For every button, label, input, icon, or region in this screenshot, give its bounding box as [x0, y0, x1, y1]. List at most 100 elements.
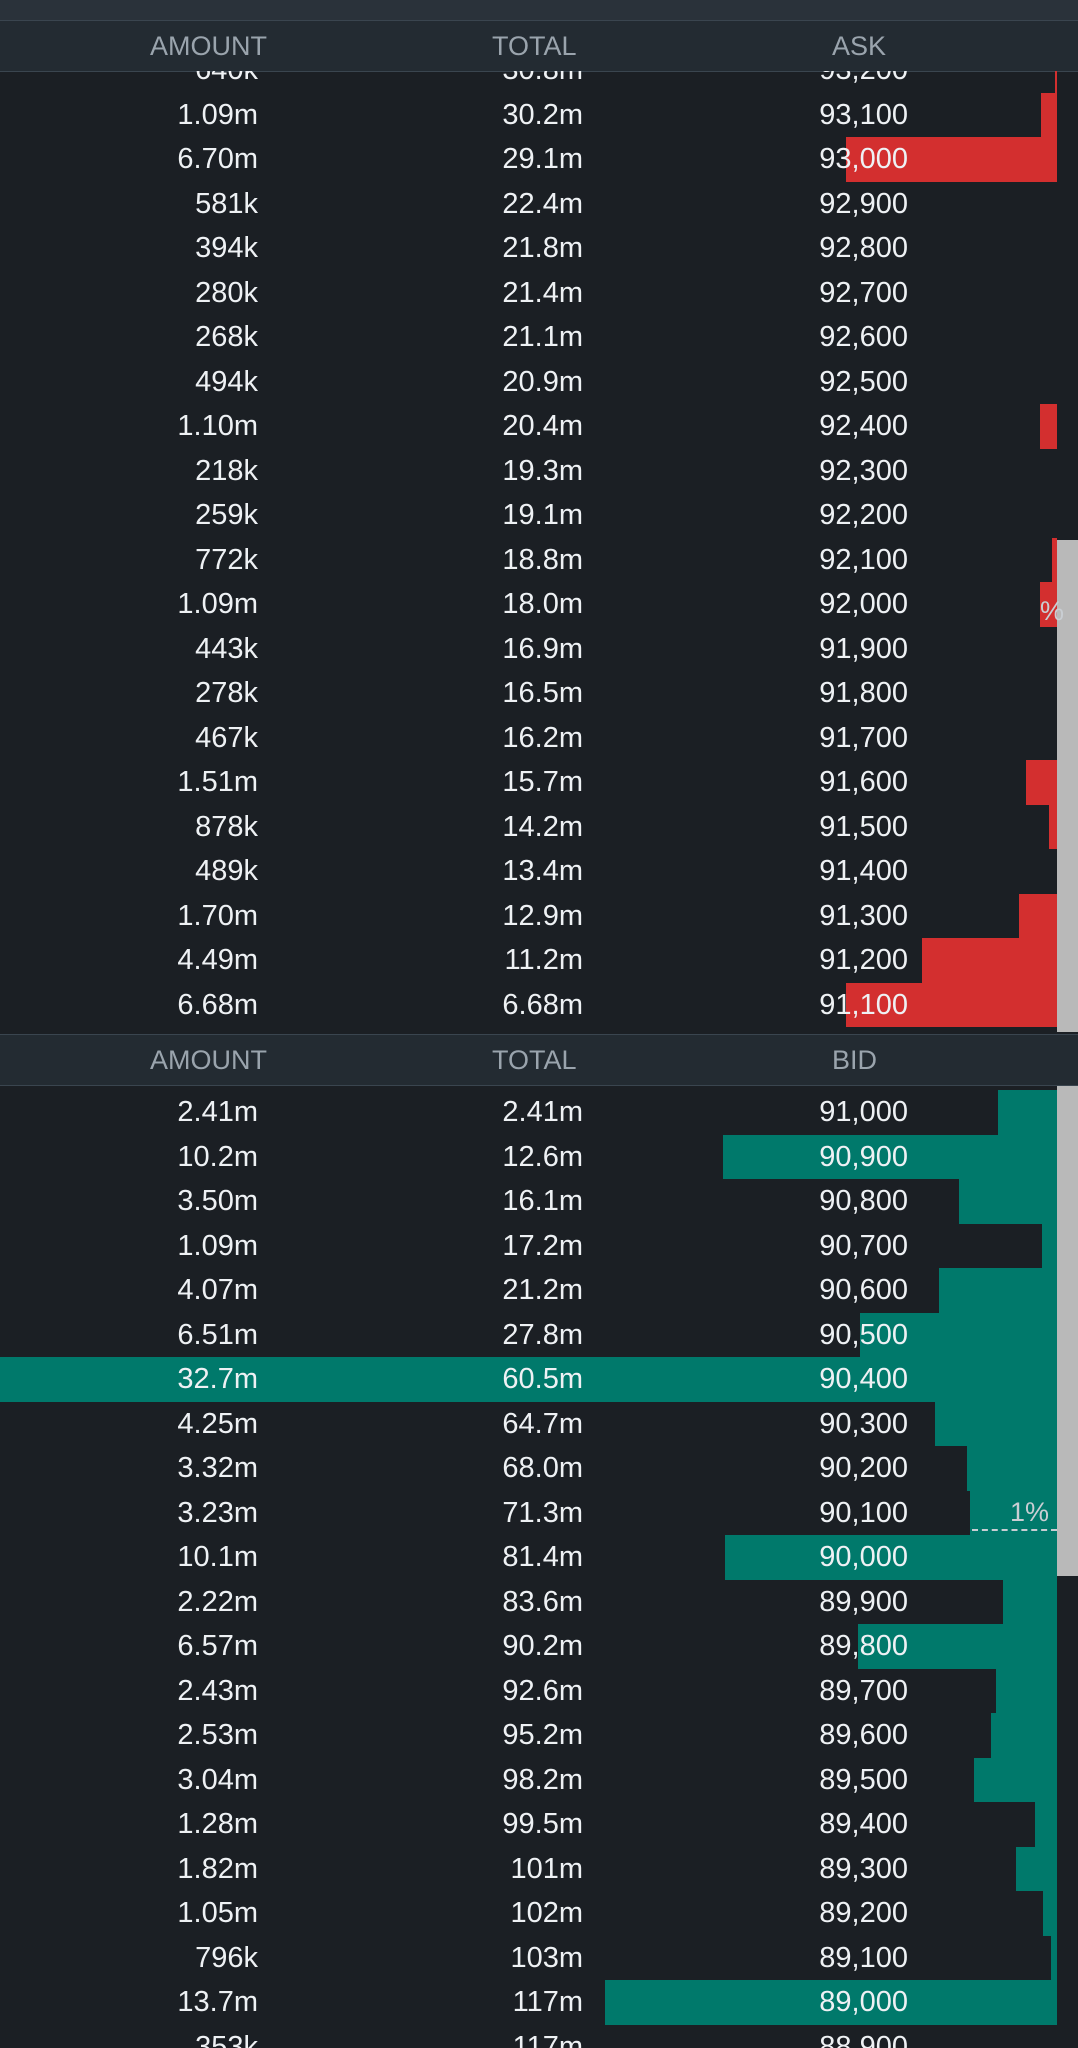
bid-depth-bar [970, 1490, 1057, 1535]
bid-price: 90,400 [819, 1363, 908, 1395]
ask-amount: 6.70m [177, 143, 258, 175]
ask-row[interactable]: 268k 21.1m 92,600 [0, 315, 1057, 360]
ask-price: 92,000 [819, 588, 908, 620]
bid-price: 90,300 [819, 1407, 908, 1440]
bid-depth-bar [1042, 1223, 1057, 1268]
bid-order-book[interactable]: 2.41m 2.41m 91,000 10.2m 12.6m 90,900 3.50m 16.… [0, 1086, 1057, 2048]
bid-row[interactable]: 1.82m 101m 89,300 [0, 1846, 1057, 1891]
ask-row[interactable]: 6.70m 29.1m 93,000 [0, 137, 1057, 182]
bid-row[interactable]: 3.04m 98.2m 89,500 [0, 1757, 1057, 1802]
bid-amount: 6.57m [177, 1630, 258, 1662]
bid-row[interactable]: 353k 117m 88,900 [0, 2025, 1057, 2048]
ask-row[interactable]: 1.70m 12.9m 91,300 [0, 893, 1057, 938]
ask-price: 92,700 [819, 276, 908, 309]
bid-total: 68.0m [502, 1452, 583, 1484]
bid-amount: 1.05m [177, 1897, 258, 1929]
bid-row[interactable]: 32.7m 60.5m 90,400 [0, 1357, 1057, 1402]
bid-amount: 3.04m [177, 1763, 258, 1796]
bid-amount: 2.41m [177, 1096, 258, 1128]
bid-row[interactable]: 2.41m 2.41m 91,000 [0, 1090, 1057, 1135]
bid-total: 102m [510, 1897, 583, 1929]
ask-total: 6.68m [502, 988, 583, 1021]
ask-amount: 268k [195, 321, 258, 353]
ask-row[interactable]: 640k 30.8m 93,200 [0, 71, 1057, 93]
ask-row[interactable]: 4.49m 11.2m 91,200 [0, 938, 1057, 983]
ask-depth-bar [1040, 582, 1057, 627]
ask-row[interactable]: 1.09m 18.0m 92,000 [0, 582, 1057, 627]
ask-scrollbar[interactable] [1057, 540, 1078, 1032]
ask-row[interactable]: 467k 16.2m 91,700 [0, 716, 1057, 761]
bid-price: 89,800 [819, 1630, 908, 1662]
ask-price: 93,000 [819, 143, 908, 175]
bid-depth-bar [0, 1357, 1057, 1402]
bid-price: 88,900 [819, 2030, 908, 2048]
ask-price: 92,200 [819, 499, 908, 531]
ask-price: 92,800 [819, 232, 908, 264]
ask-total: 22.4m [502, 187, 583, 220]
bid-depth-bar [725, 1535, 1057, 1580]
bid-row[interactable]: 1.09m 17.2m 90,700 [0, 1223, 1057, 1268]
bid-row[interactable]: 3.32m 68.0m 90,200 [0, 1446, 1057, 1491]
ask-order-book[interactable]: 640k 30.8m 93,200 1.09m 30.2m 93,100 6.70m 29.1… [0, 71, 1057, 1032]
ask-depth-bar [1054, 71, 1057, 93]
ask-row[interactable]: 1.10m 20.4m 92,400 [0, 404, 1057, 449]
ask-amount: 1.70m [177, 899, 258, 932]
ask-total: 30.8m [502, 71, 583, 93]
bid-row[interactable]: 3.50m 16.1m 90,800 [0, 1179, 1057, 1224]
bid-column-label: BID [832, 1045, 878, 1075]
ask-row[interactable]: 394k 21.8m 92,800 [0, 226, 1057, 271]
ask-depth-bar [1018, 893, 1057, 938]
bid-row[interactable]: 10.2m 12.6m 90,900 [0, 1134, 1057, 1179]
ask-total: 19.1m [502, 499, 583, 531]
ask-price: 91,200 [819, 944, 908, 976]
ask-total: 12.9m [502, 899, 583, 932]
ask-row[interactable]: 772k 18.8m 92,100 [0, 537, 1057, 582]
ask-row[interactable]: 1.51m 15.7m 91,600 [0, 760, 1057, 805]
bid-row[interactable]: 2.53m 95.2m 89,600 [0, 1713, 1057, 1758]
ask-row[interactable]: 259k 19.1m 92,200 [0, 493, 1057, 538]
ask-amount: 1.51m [177, 766, 258, 798]
bid-row[interactable]: 4.25m 64.7m 90,300 [0, 1401, 1057, 1446]
ask-amount: 1.10m [177, 410, 258, 442]
bid-row[interactable]: 1.05m 102m 89,200 [0, 1891, 1057, 1936]
bid-row[interactable]: 2.22m 83.6m 89,900 [0, 1579, 1057, 1624]
bid-price: 90,600 [819, 1274, 908, 1306]
bid-row[interactable]: 3.23m 71.3m 90,100 [0, 1490, 1057, 1535]
ask-total: 16.2m [502, 721, 583, 754]
ask-row[interactable]: 494k 20.9m 92,500 [0, 360, 1057, 405]
bid-row[interactable]: 4.07m 21.2m 90,600 [0, 1268, 1057, 1313]
bid-amount: 3.50m [177, 1185, 258, 1217]
bid-price: 90,000 [819, 1541, 908, 1573]
ask-row[interactable]: 278k 16.5m 91,800 [0, 671, 1057, 716]
ask-row[interactable]: 6.68m 6.68m 91,100 [0, 982, 1057, 1027]
ask-row[interactable]: 218k 19.3m 92,300 [0, 449, 1057, 494]
ask-row[interactable]: 280k 21.4m 92,700 [0, 271, 1057, 316]
bid-price: 89,600 [819, 1719, 908, 1751]
ask-amount: 6.68m [177, 988, 258, 1021]
bid-amount: 13.7m [177, 1986, 258, 2018]
ask-row[interactable]: 1.09m 30.2m 93,100 [0, 92, 1057, 137]
ask-row[interactable]: 581k 22.4m 92,900 [0, 182, 1057, 227]
bid-price: 90,500 [819, 1318, 908, 1351]
ask-total: 20.4m [502, 410, 583, 442]
ask-total: 20.9m [502, 365, 583, 398]
ask-row[interactable]: 489k 13.4m 91,400 [0, 849, 1057, 894]
bid-depth-bar [1034, 1802, 1057, 1847]
bid-row[interactable]: 6.57m 90.2m 89,800 [0, 1624, 1057, 1669]
bid-row[interactable]: 13.7m 117m 89,000 [0, 1980, 1057, 2025]
ask-row[interactable]: 878k 14.2m 91,500 [0, 804, 1057, 849]
bid-total: 117m [512, 1986, 583, 2018]
top-bar [0, 0, 1078, 20]
bid-row[interactable]: 6.51m 27.8m 90,500 [0, 1312, 1057, 1357]
bid-scrollbar[interactable] [1057, 1086, 1078, 1576]
bid-row[interactable]: 2.43m 92.6m 89,700 [0, 1668, 1057, 1713]
ask-depth-bar [1040, 404, 1057, 449]
bid-row[interactable]: 1.28m 99.5m 89,400 [0, 1802, 1057, 1847]
bid-amount: 1.82m [177, 1852, 258, 1885]
ask-amount: 394k [195, 232, 258, 264]
ask-row[interactable]: 443k 16.9m 91,900 [0, 627, 1057, 672]
bid-amount: 1.09m [177, 1229, 258, 1262]
bid-row[interactable]: 10.1m 81.4m 90,000 [0, 1535, 1057, 1580]
ask-amount: 259k [195, 499, 258, 531]
bid-row[interactable]: 796k 103m 89,100 [0, 1935, 1057, 1980]
